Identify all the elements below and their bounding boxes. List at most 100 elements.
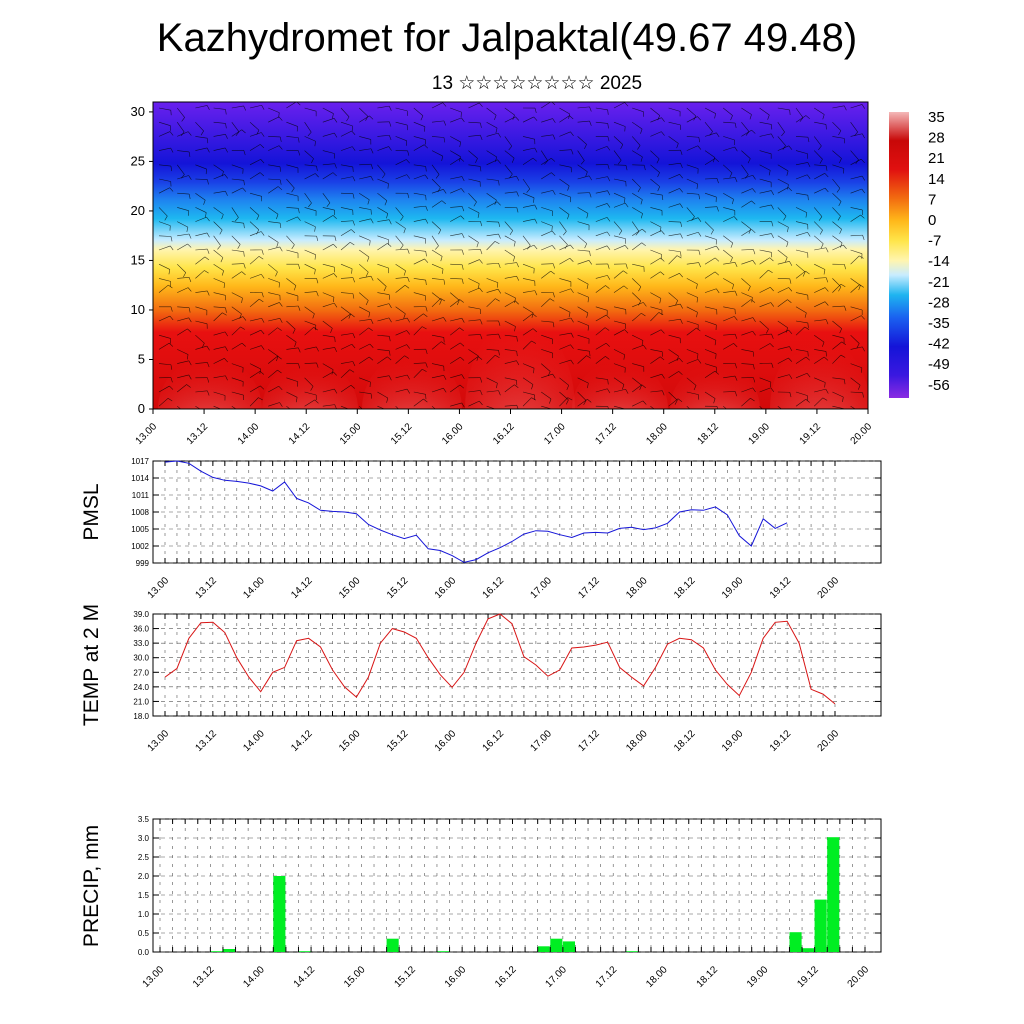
wind-barb [504,334,517,337]
wind-barb [195,256,206,265]
wind-barb-flag [544,160,548,165]
wind-barb [795,263,806,273]
wind-barb [869,165,876,175]
wind-barb-flag [188,151,191,157]
wind-barb [613,192,626,199]
wind-barb [268,221,281,224]
wind-barb [704,334,717,341]
wind-barb [286,305,299,308]
wind-barb-flag [241,342,246,347]
wind-barb-flag [789,261,793,266]
wind-barb-flag [383,286,387,292]
wind-barb [413,218,426,222]
wind-barb-flag [635,231,640,236]
wind-barb [377,207,388,214]
wind-barb [668,233,681,237]
wind-barb [322,302,335,308]
wind-barb [813,397,824,407]
wind-barb-flag [516,405,519,409]
wind-barb [741,249,754,251]
wind-barb [595,231,608,237]
wind-barb [195,362,208,364]
wind-barb-flag [788,329,793,335]
wind-barb-flag [551,172,556,177]
wind-barb-flag [494,156,498,162]
wind-barb-flag [207,390,210,396]
wind-barb-flag [170,245,174,251]
wind-barb [613,102,625,109]
wind-barb-flag [498,180,500,186]
wind-barb-flag [766,415,768,419]
heatmap-x-tick-label: 13.00 [134,421,160,447]
wind-barb [832,334,845,339]
wind-barb-flag [526,188,531,193]
wind-barb-flag [461,206,465,212]
wind-barb [413,313,424,322]
x-tick-label: 16.12 [481,575,507,601]
wind-barb-flag [836,188,841,193]
x-tick-label: 15.12 [392,964,418,990]
temp-grid [153,613,881,717]
wind-barb-flag [734,363,737,369]
wind-barb [413,235,426,239]
wind-barb-flag [314,399,319,404]
wind-barb-flag [697,116,702,121]
wind-barb [613,235,626,240]
wind-barb-flag [369,115,374,120]
wind-barb-flag [187,131,192,136]
wind-barb [213,147,226,151]
wind-barb [195,147,208,151]
wind-barb [759,107,770,116]
wind-barb [304,249,316,255]
wind-barb [704,391,716,399]
wind-barb [413,174,426,180]
y-tick-label: 36.0 [133,625,149,634]
wind-barb [359,292,369,301]
wind-barb [686,145,698,151]
wind-barb-flag [440,298,446,302]
wind-barb [177,233,190,237]
wind-barb [631,292,641,302]
wind-barb-flag [346,116,350,122]
wind-barb-flag [789,346,793,352]
wind-barb-flag [625,263,628,269]
wind-barb-flag [424,144,428,149]
wind-barb-flag [607,379,609,385]
wind-barb [340,121,353,127]
wind-barb [577,391,587,401]
wind-barb-flag [843,244,847,250]
wind-barb [340,242,351,251]
wind-barb-flag [771,221,774,227]
wind-barb-flag [497,132,502,138]
wind-barb [431,102,443,109]
wind-barb-flag [807,322,809,328]
precip-bar [550,938,563,952]
wind-barb-flag [435,174,440,179]
wind-barb-flag [825,165,828,171]
wind-barb [213,164,224,172]
wind-barb [522,328,534,336]
wind-barb-flag [406,344,410,349]
precip-bar [386,938,399,952]
wind-barb [322,320,333,329]
wind-barb [377,178,389,184]
wind-barb [377,405,386,409]
wind-barb [158,342,170,350]
wind-barb [322,150,335,154]
wind-barb-flag [696,312,698,318]
heatmap-x-axis: 13.00 13.12 14.00 14.12 15.00 15.12 16.00 16.12… [134,409,874,447]
wind-barb [431,317,444,322]
wind-barb-flag [366,414,368,418]
wind-barb [158,278,171,282]
wind-barb-flag [407,150,410,156]
wind-barb [413,258,425,265]
wind-barb [850,306,863,311]
wind-barb [213,263,224,271]
wind-barb-flag [310,386,314,391]
wind-barb [504,377,517,381]
wind-barb [869,264,880,269]
x-tick-label: 17.00 [544,964,570,990]
wind-barb [304,399,315,407]
wind-barb [595,217,608,222]
